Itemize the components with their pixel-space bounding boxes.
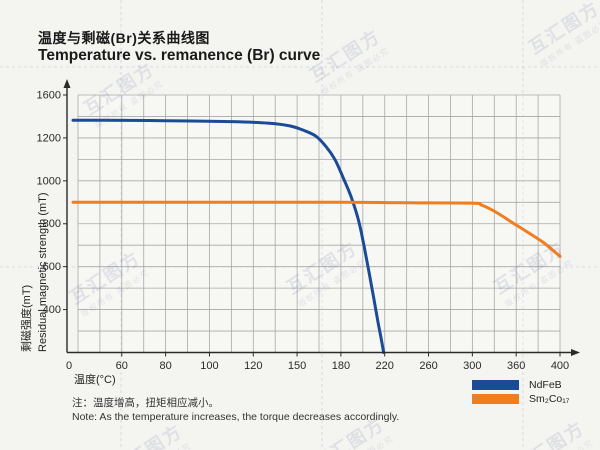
sm2co17-curve bbox=[71, 200, 562, 258]
y-tick-label: 1600 bbox=[37, 90, 61, 102]
y-tick-label: 400 bbox=[43, 304, 61, 316]
y-tick-label: 1200 bbox=[37, 132, 61, 144]
x-tick-label: 150 bbox=[288, 360, 306, 372]
x-tick-label: 220 bbox=[376, 360, 394, 372]
y-tick-label: 800 bbox=[43, 218, 61, 230]
legend-item-ndfeb: NdFeB bbox=[472, 379, 569, 391]
sm2co17-color-swatch bbox=[472, 394, 519, 404]
x-axis-arrow-icon bbox=[571, 349, 580, 356]
footnote-zh: 注：温度增高，扭矩相应减小。 bbox=[72, 397, 219, 409]
x-tick-label: 60 bbox=[116, 360, 128, 372]
ndfeb-curve bbox=[71, 118, 386, 354]
legend: NdFeB Sm₂Co₁₇ bbox=[472, 379, 570, 408]
ndfeb-color-swatch bbox=[472, 380, 519, 390]
y-tick-label: 600 bbox=[43, 261, 61, 273]
y-axis-title-en: Residual magnetic strength (mT) bbox=[37, 192, 49, 352]
footnote-en: Note: As the temperature increases, the … bbox=[72, 411, 400, 423]
x-axis-title: 温度(°C) bbox=[74, 374, 116, 386]
x-tick-label: 360 bbox=[507, 360, 525, 372]
x-tick-label: 260 bbox=[419, 360, 437, 372]
y-tick-label: 1000 bbox=[37, 175, 61, 187]
legend-item-sm2co17: Sm₂Co₁₇ bbox=[472, 393, 570, 405]
y-axis-title-zh: 剩磁强度(mT) bbox=[21, 284, 33, 352]
x-tick-label: 300 bbox=[463, 360, 481, 372]
origin-tick-label: 0 bbox=[66, 360, 72, 372]
x-tick-label: 120 bbox=[244, 360, 262, 372]
x-tick-label: 80 bbox=[159, 360, 171, 372]
y-axis-arrow-icon bbox=[63, 79, 71, 88]
page-title-zh: 温度与剩磁(Br)关系曲线图 bbox=[38, 30, 210, 46]
x-tick-label: 180 bbox=[332, 360, 350, 372]
footnote: 注：温度增高，扭矩相应减小。 Note: As the temperature … bbox=[72, 396, 399, 424]
ndfeb-legend-label: NdFeB bbox=[529, 379, 562, 391]
page-title-en: Temperature vs. remanence (Br) curve bbox=[38, 47, 321, 64]
x-tick-label: 100 bbox=[200, 360, 218, 372]
sm2co17-legend-label: Sm₂Co₁₇ bbox=[529, 393, 570, 405]
x-tick-label: 400 bbox=[551, 360, 569, 372]
